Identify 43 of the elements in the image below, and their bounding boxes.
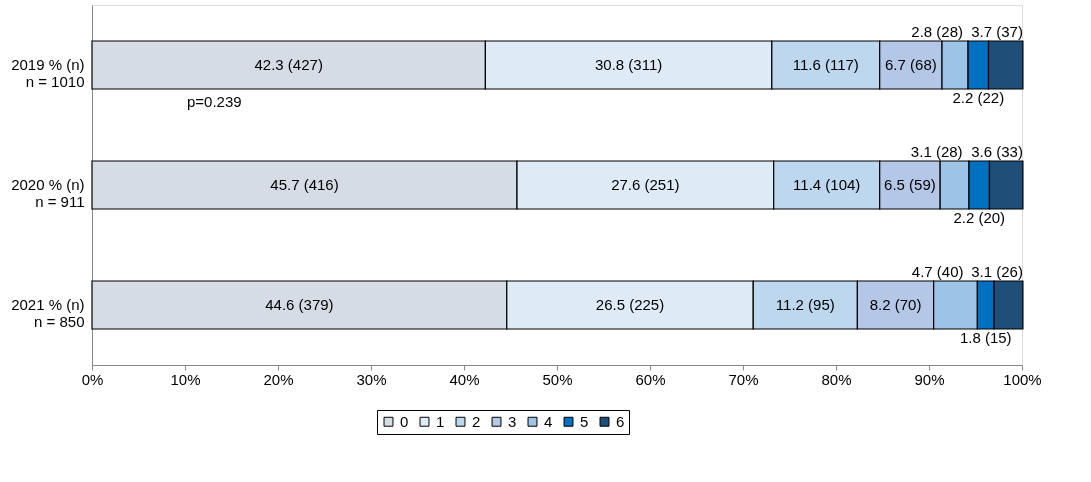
data-label: 6.7 (68) (885, 56, 937, 73)
data-label: 2.8 (28) (911, 23, 964, 40)
y-tick-label: 2021 % (n) n = 850 (11, 296, 85, 330)
data-label: 1.8 (15) (959, 329, 1012, 346)
x-tick-label: 80% (821, 370, 852, 388)
x-tick-label: 30% (356, 370, 387, 388)
data-label: 44.6 (379) (265, 296, 334, 313)
data-label: 3.7 (37) (971, 23, 1023, 40)
data-label: 6.5 (59) (884, 176, 936, 193)
legend-label: 5 (580, 412, 589, 430)
legend-label: 0 (400, 412, 409, 430)
legend-label: 3 (508, 412, 517, 430)
data-label: 27.6 (251) (611, 176, 680, 193)
x-tick-label: 10% (170, 370, 201, 388)
data-label: 11.2 (95) (775, 296, 835, 313)
data-label: 11.4 (104) (793, 176, 861, 193)
y-tick-label: 2019 % (n) n = 1010 (11, 56, 85, 90)
data-label: 8.2 (70) (869, 296, 922, 313)
data-label: 2.2 (22) (952, 89, 1005, 106)
x-tick-label: 90% (914, 370, 945, 388)
data-label: 11.6 (117) (792, 56, 859, 73)
data-label: 3.1 (28) (910, 143, 963, 160)
data-label: 26.5 (225) (595, 296, 665, 313)
data-label: 4.7 (40) (911, 263, 964, 280)
legend-label: 1 (436, 412, 445, 430)
data-label: 30.8 (311) (594, 56, 663, 73)
data-label: 2.2 (20) (953, 209, 1006, 226)
data-label: 3.1 (26) (971, 263, 1023, 280)
data-label: 45.7 (416) (270, 176, 339, 193)
x-tick-label: 50% (542, 370, 573, 388)
legend-label: 6 (616, 412, 625, 430)
annotation: p=0.239 (187, 93, 242, 111)
y-tick-label: 2020 % (n) n = 911 (11, 176, 85, 210)
x-tick-label: 40% (449, 370, 480, 388)
legend-label: 4 (544, 412, 553, 430)
x-tick-label: 60% (635, 370, 666, 388)
data-label: 42.3 (427) (254, 56, 323, 73)
x-tick-label: 100% (1003, 370, 1042, 388)
x-tick-label: 0% (81, 370, 104, 388)
x-tick-label: 70% (728, 370, 759, 388)
x-tick-label: 20% (263, 370, 294, 388)
data-label: 3.6 (33) (971, 143, 1023, 160)
legend-label: 2 (472, 412, 481, 430)
